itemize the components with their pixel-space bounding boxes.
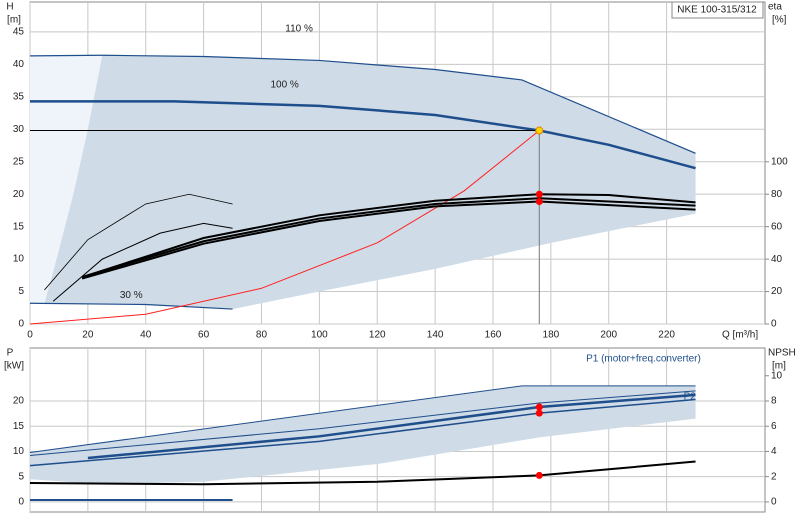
y-tick-label: 15 [13,221,25,232]
curve [29,385,696,453]
x-tick-label: 120 [369,330,386,341]
duty-point [535,190,543,198]
curve [29,390,696,456]
x-tick-label: 140 [427,330,444,341]
curve [29,398,696,467]
y-axis-unit: [m] [7,15,21,26]
x-tick-label: 0 [27,330,33,341]
duty-point [535,198,543,206]
y-tick-label: 20 [13,396,25,407]
duty-point [535,403,543,411]
name-box [671,1,764,19]
y2-tick-label: 60 [771,221,783,232]
y-tick-label: 0 [18,497,24,508]
curve-label: 30 % [120,290,143,301]
y-tick-label: 0 [18,319,24,330]
curve-label: P1 (motor+freq.converter) [586,354,701,365]
name-box-text: NKE 100-315/312 [677,5,757,16]
y-tick-label: 10 [13,446,25,457]
y2-tick-label: 2 [771,471,777,482]
operating-region [44,55,696,310]
y2-tick-label: 20 [771,286,783,297]
x-tick-label: 100 [311,330,328,341]
curve [81,197,696,278]
y-axis-label: H [6,2,13,13]
curve [52,222,233,302]
y2-tick-label: 40 [771,254,783,265]
x-tick-label: 180 [543,330,560,341]
y-tick-label: 35 [13,91,25,102]
y2-tick-label: 100 [771,156,788,167]
curve-label: 110 % [285,23,313,34]
x-tick-label: 220 [658,330,675,341]
y2-axis-label: eta [768,2,782,13]
y2-tick-label: 0 [771,497,777,508]
y2-tick-label: 4 [771,446,777,457]
y2-tick-label: 8 [771,396,777,407]
duty-point [535,471,543,479]
y2-axis-label: NPSH [768,348,796,359]
curve-label: P2 [684,392,697,403]
x-tick-label: 40 [140,330,152,341]
y2-axis-unit: [%] [772,15,787,26]
y-axis-label: P [7,348,14,359]
x-tick-label: 80 [256,330,268,341]
y-tick-label: 10 [13,254,25,265]
y-tick-label: 15 [13,421,25,432]
x-tick-label: 160 [485,330,502,341]
x-tick-label: 200 [600,330,617,341]
curve [29,302,233,310]
y-tick-label: 45 [13,27,25,38]
y2-tick-label: 6 [771,421,777,432]
curve [29,54,696,154]
y2-tick-label: 0 [771,319,777,330]
y-tick-label: 5 [18,471,24,482]
curve [87,393,696,460]
operating-region [30,55,103,304]
curve [30,100,696,170]
y-tick-label: 40 [13,59,25,70]
x-axis-label: Q [m³/h] [722,330,758,341]
x-tick-label: 60 [198,330,210,341]
y-tick-label: 5 [18,286,24,297]
curve [29,460,696,486]
y-axis-unit: [kW] [4,361,24,372]
y-tick-label: 20 [13,189,25,200]
y2-tick-label: 80 [771,189,783,200]
curve [81,200,696,280]
y2-axis-unit: [m] [772,361,786,372]
curve [44,193,233,291]
curve [29,130,540,325]
curve-label: 100 % [270,80,298,91]
y2-tick-label: 10 [771,370,783,381]
duty-point [535,126,544,135]
y-tick-label: 25 [13,156,25,167]
x-tick-label: 20 [82,330,94,341]
curve [87,193,696,277]
duty-point [535,409,543,417]
y-tick-label: 30 [13,124,25,135]
